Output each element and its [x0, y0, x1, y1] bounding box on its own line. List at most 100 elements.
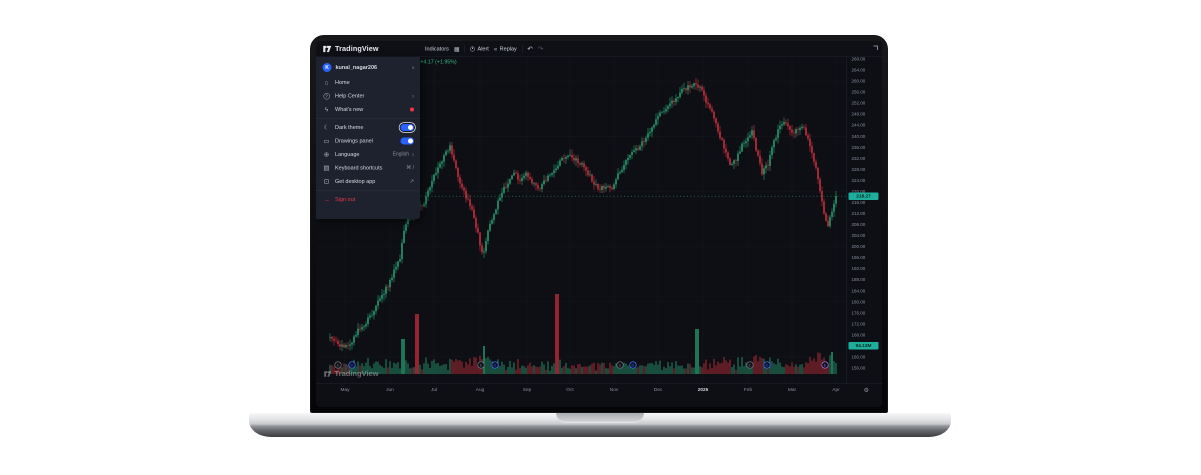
replay-button[interactable]: « Replay — [493, 45, 517, 53]
menu-item-get-desktop-app[interactable]: ⊡ Get desktop app ↗ — [316, 175, 420, 189]
external-link-icon: ↗ — [409, 178, 414, 185]
menu-item-help-center[interactable]: ? Help Center › — [316, 89, 420, 103]
time-axis[interactable]: ⚙ May Jun Jul Aug Sep Oct Nov Dec 2025 Feb Mar Apr — [316, 383, 882, 407]
dark-theme-toggle[interactable] — [400, 123, 414, 131]
menu-item-whats-new[interactable]: ϟ What's new — [316, 103, 420, 117]
time-axis-label: Nov — [609, 387, 619, 393]
menu-item-keyboard-shortcuts[interactable]: ▤ Keyboard shortcuts ⌘ / — [316, 161, 420, 175]
price-tick: 260.00 — [851, 78, 866, 84]
svg-text:E: E — [480, 363, 483, 368]
menu-item-dark-theme[interactable]: ☾ Dark theme — [316, 121, 420, 135]
price-tick: 204.00 — [851, 233, 866, 239]
menu-item-label: Keyboard shortcuts — [335, 164, 383, 171]
price-tick: 252.00 — [851, 100, 866, 106]
menu-item-language[interactable]: ⊕ Language English › — [316, 148, 420, 162]
menu-divider — [316, 118, 420, 119]
menu-item-label: Get desktop app — [335, 178, 376, 185]
laptop-lid-notch — [556, 413, 644, 423]
price-tick: 268.00 — [851, 56, 866, 62]
price-tick: 248.00 — [851, 111, 866, 117]
price-tick: 256.00 — [851, 89, 866, 95]
fullscreen-corner-icon[interactable] — [873, 45, 878, 50]
time-axis-label: Aug — [475, 387, 485, 393]
price-tick: 240.00 — [851, 133, 866, 139]
keyboard-icon: ▤ — [323, 164, 330, 172]
time-axis-label: Mar — [787, 387, 797, 393]
menu-item-sign-out[interactable]: → Sign out — [316, 193, 420, 207]
watermark-logo-icon — [324, 371, 332, 377]
desktop-icon: ⊡ — [323, 177, 330, 185]
avatar: K — [322, 63, 332, 72]
svg-text:E: E — [619, 363, 622, 368]
redo-button[interactable]: ↷ — [537, 44, 544, 53]
top-toolbar: TradingView Indicators ▦ Alert — [316, 41, 882, 57]
indicators-button[interactable]: Indicators — [425, 45, 449, 52]
price-tick: 236.00 — [851, 144, 866, 150]
menu-item-label: What's new — [335, 106, 364, 113]
alert-button[interactable]: Alert — [470, 46, 489, 52]
bolt-icon: ϟ — [324, 105, 329, 113]
chevron-right-icon: › — [412, 92, 414, 100]
menu-item-drawings-panel[interactable]: ▭ Drawings panel — [316, 134, 420, 148]
svg-text:E: E — [749, 363, 752, 368]
screen: TradingView Indicators ▦ Alert — [316, 41, 882, 407]
time-axis-label: Jun — [386, 387, 394, 393]
volume-label: 94.12M — [848, 342, 879, 350]
price-tick: 168.00 — [851, 332, 866, 338]
axis-settings-gear-icon[interactable]: ⚙ — [863, 386, 869, 394]
price-tick: 156.00 — [851, 365, 866, 371]
indicator-templates-icon[interactable]: ▦ — [453, 45, 460, 53]
price-tick: 228.00 — [851, 166, 866, 172]
chevron-right-icon: › — [412, 64, 414, 71]
laptop-screen-bezel: TradingView Indicators ▦ Alert — [310, 35, 888, 413]
menu-item-home[interactable]: ⌂ Home — [316, 76, 420, 90]
rewind-icon: « — [493, 45, 498, 53]
time-axis-label: Feb — [743, 387, 753, 393]
notification-badge — [410, 107, 414, 112]
price-tick: 200.00 — [851, 244, 866, 250]
chevron-right-icon: › — [412, 150, 414, 158]
price-tick: 184.00 — [851, 288, 866, 294]
menu-item-label: Language — [335, 151, 360, 158]
signout-icon: → — [323, 195, 330, 203]
svg-text:D: D — [494, 363, 497, 368]
tradingview-logo[interactable]: TradingView — [316, 45, 420, 53]
time-axis-label: Apr — [832, 387, 840, 393]
price-tick: 172.00 — [851, 321, 866, 327]
price-tick: 180.00 — [851, 299, 866, 305]
svg-text:E: E — [824, 363, 827, 368]
price-tick: 244.00 — [851, 122, 866, 128]
chart-watermark: TradingView — [324, 370, 379, 378]
svg-text:D: D — [766, 363, 769, 368]
time-axis-label: Sep — [522, 387, 532, 393]
menu-item-value: English — [392, 151, 409, 158]
price-tick: 264.00 — [851, 67, 866, 73]
panel-icon: ▭ — [323, 137, 330, 145]
home-icon: ⌂ — [324, 78, 329, 86]
price-tick: 160.00 — [851, 354, 866, 360]
drawings-panel-toggle[interactable] — [400, 137, 414, 145]
menu-item-label: Dark theme — [335, 124, 364, 131]
time-axis-label: Dec — [653, 387, 663, 393]
price-tick: 188.00 — [851, 277, 866, 283]
current-price-label: 218.27 — [848, 192, 879, 200]
menu-item-label: Home — [335, 79, 350, 86]
time-axis-label: May — [340, 387, 350, 393]
price-tick: 196.00 — [851, 255, 866, 261]
alarm-clock-icon — [470, 46, 476, 52]
svg-text:D: D — [632, 363, 635, 368]
menu-item-label: Sign out — [335, 196, 356, 203]
help-icon: ? — [323, 93, 330, 100]
menu-divider — [316, 190, 420, 191]
price-tick: 176.00 — [851, 310, 866, 316]
menu-item-label: Drawings panel — [335, 137, 373, 144]
time-axis-label: 2025 — [697, 387, 709, 393]
globe-icon: ⊕ — [323, 150, 330, 158]
moon-icon: ☾ — [323, 123, 330, 131]
undo-button[interactable]: ↶ — [527, 44, 533, 53]
price-axis[interactable]: 218.27 94.12M 268.00 264.00 260.00 256.00 25… — [846, 57, 882, 383]
